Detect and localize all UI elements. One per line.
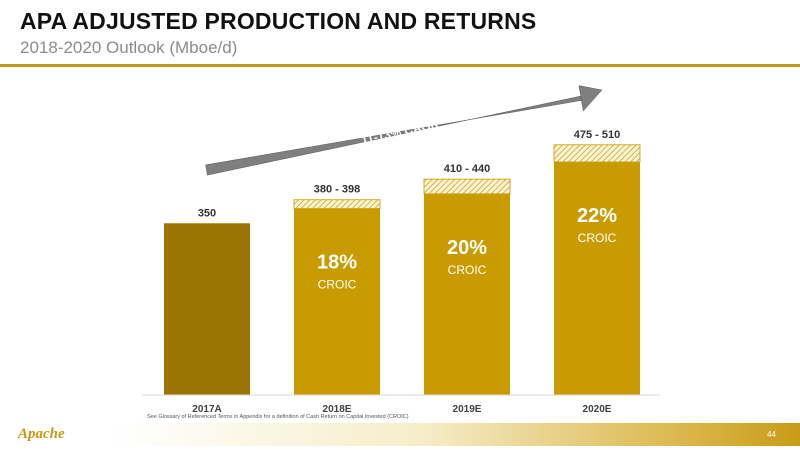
x-tick-2019e: 2019E (453, 404, 482, 415)
cagr-arrow-shape (205, 85, 603, 176)
bar-2018e (294, 208, 380, 395)
value-label-2019e: 410 - 440 (444, 163, 490, 175)
apache-logo: Apache (18, 426, 65, 442)
footnote: See Glossary of Referenced Terms in Appe… (147, 414, 409, 420)
bar-range-2019e (423, 178, 511, 195)
bar-range-2020e (553, 144, 641, 163)
bar-2020e (554, 161, 640, 395)
croic-value-2019e: 20% (447, 237, 487, 259)
page-title: APA ADJUSTED PRODUCTION AND RETURNS (20, 8, 537, 34)
croic-label-2019e: CROIC (448, 263, 487, 277)
bar-2017a (164, 223, 250, 395)
footer-bar (110, 423, 800, 446)
x-tick-2018e: 2018E (323, 404, 352, 415)
page-subtitle: 2018-2020 Outlook (Mboe/d) (20, 38, 238, 57)
x-tick-2017a: 2017A (192, 404, 221, 415)
bar-range-2018e (293, 199, 381, 209)
croic-label-2020e: CROIC (578, 231, 617, 245)
page-number: 44 (767, 430, 776, 439)
croic-value-2020e: 22% (577, 205, 617, 227)
bar-2019e (424, 193, 510, 395)
cagr-arrow: 11-13% CAGR (205, 85, 603, 176)
title-divider (0, 64, 800, 67)
croic-value-2018e: 18% (317, 252, 357, 274)
value-label-2017a: 350 (198, 207, 216, 219)
croic-label-2018e: CROIC (318, 278, 357, 292)
value-label-2018e: 380 - 398 (314, 184, 360, 196)
value-label-2020e: 475 - 510 (574, 129, 620, 141)
cagr-label: 11-13% CAGR (360, 117, 441, 148)
x-tick-2020e: 2020E (583, 404, 612, 415)
